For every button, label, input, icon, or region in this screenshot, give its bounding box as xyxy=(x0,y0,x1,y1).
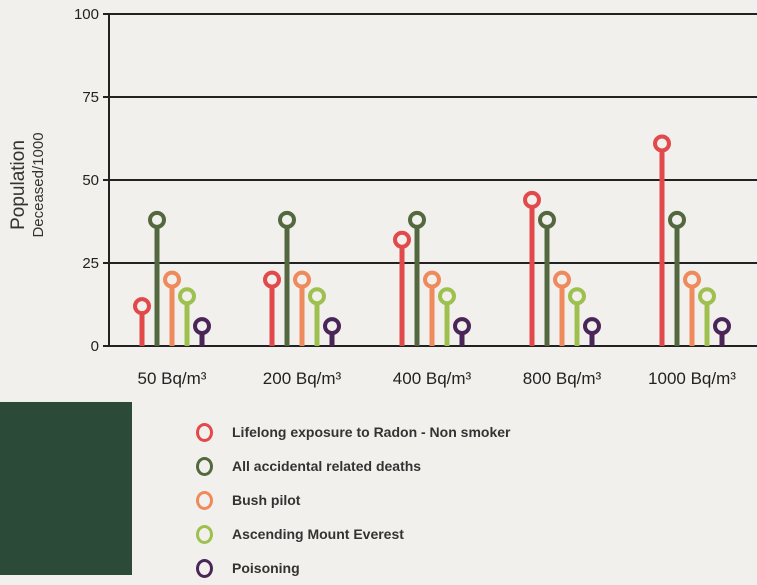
lollipop-head xyxy=(278,210,296,229)
legend-label: Bush pilot xyxy=(232,492,301,508)
legend-label: Ascending Mount Everest xyxy=(232,526,404,542)
y-axis-title: Population Deceased/1000 xyxy=(8,132,47,237)
legend-item: Bush pilot xyxy=(196,483,510,517)
y-tick-label: 75 xyxy=(82,89,99,106)
lollipop-head xyxy=(538,210,556,229)
lollipop-head xyxy=(653,134,671,153)
lollipop-head xyxy=(698,287,716,306)
legend-label: All accidental related deaths xyxy=(232,458,422,474)
lollipop-head xyxy=(408,210,426,229)
y-tick-label: 50 xyxy=(82,172,99,189)
lollipop-head xyxy=(583,317,601,336)
lollipop-head xyxy=(148,210,166,229)
lollipop-head xyxy=(193,317,211,336)
lollipop-head xyxy=(163,270,181,289)
legend-label: Poisoning xyxy=(232,560,300,576)
x-category-label: 1000 Bq/m³ xyxy=(648,369,736,388)
legend-item: Lifelong exposure to Radon - Non smoker xyxy=(196,415,510,449)
legend-item: Ascending Mount Everest xyxy=(196,517,510,551)
x-category-label: 200 Bq/m³ xyxy=(263,369,342,388)
lollipop-head xyxy=(263,270,281,289)
y-tick-label: 100 xyxy=(74,6,99,23)
lollipop-head xyxy=(568,287,586,306)
legend-item: Poisoning xyxy=(196,551,510,585)
decorative-green-block xyxy=(0,402,132,575)
legend-swatch-icon xyxy=(196,422,213,442)
legend-item: All accidental related deaths xyxy=(196,449,510,483)
lollipop-head xyxy=(453,317,471,336)
x-category-label: 50 Bq/m³ xyxy=(138,369,207,388)
lollipop-head xyxy=(323,317,341,336)
lollipop-head xyxy=(423,270,441,289)
y-tick-label: 25 xyxy=(82,255,99,272)
lollipop-head xyxy=(668,210,686,229)
y-axis-sublabel: Deceased/1000 xyxy=(30,132,47,237)
x-category-label: 400 Bq/m³ xyxy=(393,369,472,388)
lollipop-head xyxy=(393,230,411,249)
lollipop-head xyxy=(438,287,456,306)
chart-legend: Lifelong exposure to Radon - Non smoker A… xyxy=(196,415,510,585)
lollipop-head xyxy=(178,287,196,306)
lollipop-head xyxy=(683,270,701,289)
lollipop-head xyxy=(308,287,326,306)
lollipop-head xyxy=(713,317,731,336)
legend-label: Lifelong exposure to Radon - Non smoker xyxy=(232,424,511,440)
lollipop-head xyxy=(553,270,571,289)
legend-swatch-icon xyxy=(196,524,213,544)
lollipop-head xyxy=(293,270,311,289)
y-axis-label: Population xyxy=(8,140,29,230)
marks-layer xyxy=(133,134,731,346)
labels-layer: 0 25 50 75 100 50 Bq/m³ 200 Bq/m³ 400 Bq/m³ 800 … xyxy=(74,6,736,388)
legend-swatch-icon xyxy=(196,490,213,510)
lollipop-head xyxy=(133,297,151,316)
lollipop-head xyxy=(523,190,541,209)
x-category-label: 800 Bq/m³ xyxy=(523,369,602,388)
legend-swatch-icon xyxy=(196,456,213,476)
y-tick-label: 0 xyxy=(91,338,99,355)
